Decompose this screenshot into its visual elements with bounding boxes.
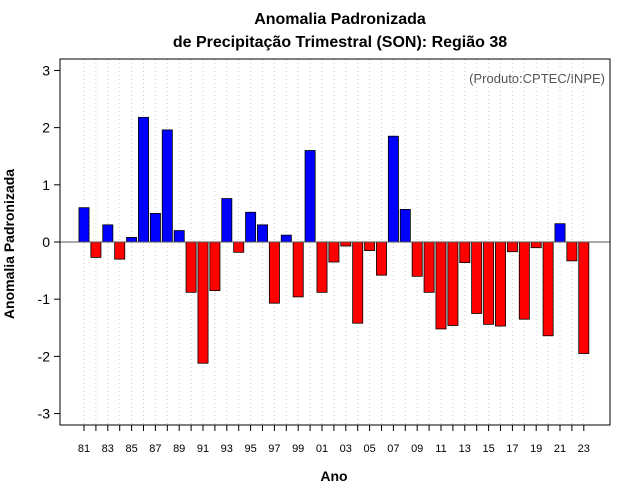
bar-10	[423, 241, 435, 293]
bar-99	[292, 241, 304, 298]
x-tick-label: 01	[316, 443, 328, 455]
x-tick-label: 03	[340, 443, 352, 455]
axes	[54, 58, 611, 431]
bar-89	[173, 230, 185, 243]
bar-09	[411, 241, 423, 277]
x-tick-label: 19	[530, 443, 542, 455]
bar-12	[447, 241, 459, 326]
bar-95	[245, 211, 257, 243]
x-tick-label: 87	[149, 443, 161, 455]
bar-98	[280, 234, 292, 243]
bar-02	[328, 241, 340, 263]
bar-08	[399, 209, 411, 243]
chart-title-line1: Anomalia Padronizada	[254, 11, 426, 28]
bar-05	[364, 241, 376, 251]
y-tick-label: -1	[38, 291, 51, 307]
bar-92	[209, 241, 221, 292]
bar-97	[268, 241, 280, 304]
bar-03	[340, 241, 352, 247]
bar-83	[102, 224, 114, 243]
bar-07	[387, 135, 399, 243]
x-tick-label: 95	[244, 443, 256, 455]
x-tick-label: 13	[459, 443, 471, 455]
bar-96	[257, 224, 268, 243]
bar-04	[352, 241, 364, 324]
x-axis-title: Ano	[320, 468, 347, 484]
bar-13	[459, 241, 471, 263]
x-tick-label: 93	[221, 443, 233, 455]
y-tick-labels: -3 -2 -1 0 1 2 3	[38, 62, 51, 421]
y-tick-label: 2	[42, 120, 50, 136]
bar-20	[542, 241, 554, 337]
x-tick-label: 89	[173, 443, 185, 455]
y-axis-title: Anomalia Padronizada	[1, 169, 17, 319]
bar-88	[161, 129, 173, 243]
x-tick-label: 99	[292, 443, 304, 455]
bar-01	[316, 241, 328, 293]
bar-90	[185, 241, 197, 293]
bar-21	[554, 223, 566, 243]
bar-15	[483, 241, 495, 325]
bar-11	[435, 241, 447, 330]
chart-title-line2: de Precipitação Trimestral (SON): Região…	[173, 34, 507, 51]
bar-14	[471, 241, 483, 314]
x-tick-label: 85	[125, 443, 137, 455]
bars	[78, 116, 590, 364]
x-tick-labels: 81 83 85 87 89 91 93 95 97 99 01 03 05 07 09 11 13 15 17 19…	[78, 443, 590, 455]
x-tick-label: 15	[482, 443, 494, 455]
x-tick-label: 81	[78, 443, 90, 455]
y-tick-label: -2	[38, 348, 51, 364]
bar-86	[138, 116, 149, 243]
grid-lines	[83, 59, 585, 425]
x-tick-label: 23	[578, 443, 590, 455]
x-tick-label: 97	[268, 443, 280, 455]
bar-81	[78, 207, 90, 243]
x-tick-label: 05	[363, 443, 375, 455]
bar-22	[566, 241, 578, 262]
bar-84	[114, 241, 126, 260]
x-tick-label: 11	[435, 443, 446, 455]
y-tick-label: 3	[42, 62, 50, 78]
x-tick-label: 17	[506, 443, 518, 455]
x-tick-label: 07	[387, 443, 399, 455]
source-annotation: (Produto:CPTEC/INPE)	[469, 71, 605, 86]
bar-23	[578, 241, 590, 354]
bar-82	[90, 241, 102, 258]
bar-18	[518, 241, 530, 320]
x-tick-label: 83	[102, 443, 114, 455]
bar-87	[149, 213, 161, 243]
bar-17	[506, 241, 518, 253]
bar-85	[126, 237, 138, 243]
y-tick-label: 1	[42, 177, 50, 193]
bar-93	[221, 198, 233, 243]
bar-00	[304, 150, 316, 243]
bar-91	[197, 241, 209, 364]
y-tick-label: 0	[42, 234, 50, 250]
y-tick-label: -3	[38, 406, 51, 422]
bar-16	[495, 241, 506, 327]
x-tick-label: 91	[197, 443, 209, 455]
bar-19	[530, 241, 542, 249]
bar-06	[376, 241, 387, 276]
x-tick-label: 21	[554, 443, 566, 455]
x-tick-label: 09	[411, 443, 423, 455]
bar-94	[233, 241, 245, 253]
